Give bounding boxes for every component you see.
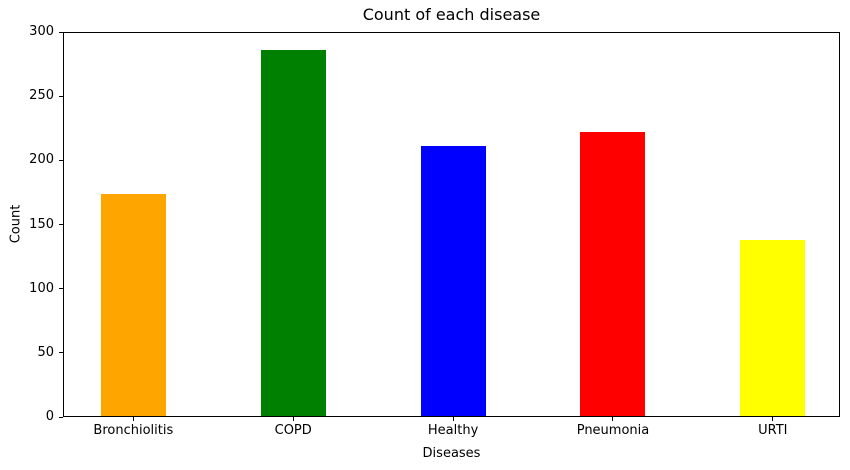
y-tick-mark xyxy=(59,159,63,161)
x-tick-label-bronchiolitis: Bronchiolitis xyxy=(93,423,174,438)
y-tick-mark xyxy=(59,416,63,418)
y-tick-mark xyxy=(59,224,63,225)
bar-bronchiolitis xyxy=(100,193,166,416)
y-tick-label: 300 xyxy=(29,24,54,39)
x-tick-label-urti: URTI xyxy=(758,423,788,438)
y-tick-mark xyxy=(59,31,63,33)
y-tick-label: 200 xyxy=(29,152,54,168)
plot-area xyxy=(63,32,840,417)
y-tick-label: 250 xyxy=(29,88,54,104)
x-tick-mark xyxy=(612,417,614,421)
x-tick-mark xyxy=(452,417,454,421)
y-tick-mark xyxy=(59,95,63,97)
x-tick-mark xyxy=(772,417,774,421)
x-tick-mark xyxy=(292,417,294,421)
x-tick-mark xyxy=(132,417,134,421)
bar-pneumonia xyxy=(580,132,646,416)
bar-healthy xyxy=(420,146,486,416)
y-tick-mark xyxy=(59,288,63,290)
bar-copd xyxy=(260,49,326,416)
y-tick-label: 100 xyxy=(29,280,54,296)
chart-title: Count of each disease xyxy=(362,5,541,24)
y-tick-mark xyxy=(59,352,63,354)
y-tick-label: 0 xyxy=(45,409,54,424)
x-tick-label-pneumonia: Pneumonia xyxy=(576,423,650,438)
x-axis-label: Diseases xyxy=(422,446,481,461)
y-tick-label: 50 xyxy=(37,344,54,360)
bar-urti xyxy=(740,239,806,416)
y-tick-label: 150 xyxy=(29,216,54,232)
x-tick-label-healthy: Healthy xyxy=(427,423,479,438)
x-tick-label-copd: COPD xyxy=(274,423,312,438)
